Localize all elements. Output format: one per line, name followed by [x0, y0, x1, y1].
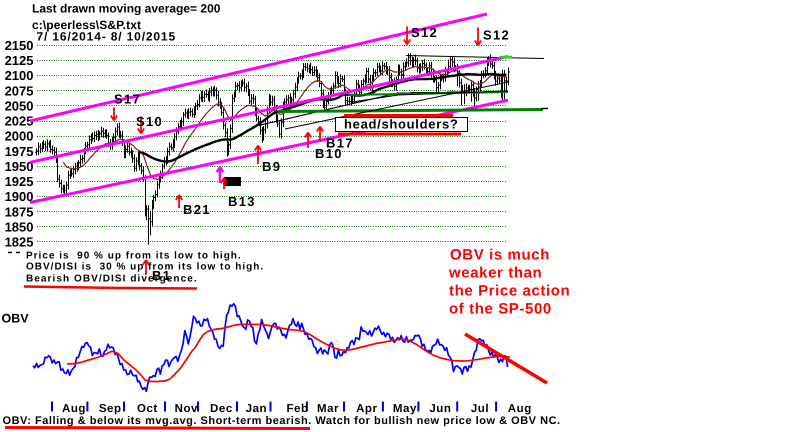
svg-text:2125: 2125: [5, 53, 34, 68]
svg-text:Apr: Apr: [356, 403, 377, 415]
svg-text:May: May: [393, 403, 417, 415]
svg-text:1975: 1975: [5, 144, 34, 159]
svg-text:2050: 2050: [5, 99, 34, 114]
svg-text:Jun: Jun: [429, 403, 451, 415]
svg-text:Sep: Sep: [99, 403, 122, 415]
svg-text:OBV: Falling & below its mvg.a: OBV: Falling & below its mvg.avg. Short-…: [3, 415, 561, 427]
svg-text:1825: 1825: [5, 235, 34, 250]
svg-text:of the SP-500: of the SP-500: [449, 301, 552, 318]
svg-text:2075: 2075: [5, 83, 34, 98]
svg-text:OBV/DISI is 30 % up from its: OBV/DISI is 30 % up from its low to high…: [26, 262, 264, 273]
svg-text:Jan: Jan: [246, 403, 267, 415]
svg-text:Bearish OBV/DISI divergence.: Bearish OBV/DISI divergence.: [26, 274, 198, 285]
svg-text:head/shoulders?: head/shoulders?: [344, 117, 459, 132]
svg-text:Last drawn moving average= 200: Last drawn moving average= 200: [32, 2, 221, 16]
svg-text:weaker than: weaker than: [448, 265, 542, 282]
svg-text:1950: 1950: [5, 159, 34, 174]
svg-text:Mar: Mar: [317, 403, 339, 415]
svg-text:Nov: Nov: [175, 403, 198, 415]
svg-text:Aug: Aug: [508, 403, 532, 415]
svg-text:Oct: Oct: [137, 403, 158, 415]
svg-text:c:\peerless\S&P.txt: c:\peerless\S&P.txt: [32, 18, 141, 32]
svg-text:S12: S12: [483, 28, 510, 43]
svg-text:Feb: Feb: [286, 403, 308, 415]
svg-text:2000: 2000: [5, 129, 34, 144]
svg-text:Price is 90 % up from its low: Price is 90 % up from its low to high.: [26, 251, 242, 262]
svg-text:B21: B21: [183, 202, 211, 217]
svg-text:B10: B10: [315, 146, 343, 161]
svg-text:Jul: Jul: [471, 403, 489, 415]
svg-text:7/ 16/2014- 8/ 10/2015: 7/ 16/2014- 8/ 10/2015: [37, 30, 176, 44]
svg-text:B9: B9: [262, 159, 281, 174]
svg-text:2025: 2025: [5, 114, 34, 129]
svg-text:B13: B13: [228, 194, 256, 209]
svg-text:1900: 1900: [5, 189, 34, 204]
svg-text:1875: 1875: [5, 204, 34, 219]
svg-text:S10: S10: [136, 114, 163, 129]
svg-text:2100: 2100: [5, 68, 34, 83]
svg-text:2150: 2150: [5, 38, 34, 53]
svg-text:1925: 1925: [5, 174, 34, 189]
svg-text:B1: B1: [152, 268, 171, 283]
svg-text:S12: S12: [411, 25, 438, 40]
svg-text:the Price action: the Price action: [449, 283, 570, 300]
svg-text:1850: 1850: [5, 219, 34, 234]
svg-text:Dec: Dec: [210, 403, 233, 415]
svg-text:S17: S17: [114, 92, 141, 107]
svg-text:OBV is much: OBV is much: [450, 247, 550, 264]
svg-text:Aug: Aug: [62, 403, 86, 415]
svg-text:OBV: OBV: [2, 312, 30, 326]
svg-text:B17: B17: [326, 136, 354, 151]
